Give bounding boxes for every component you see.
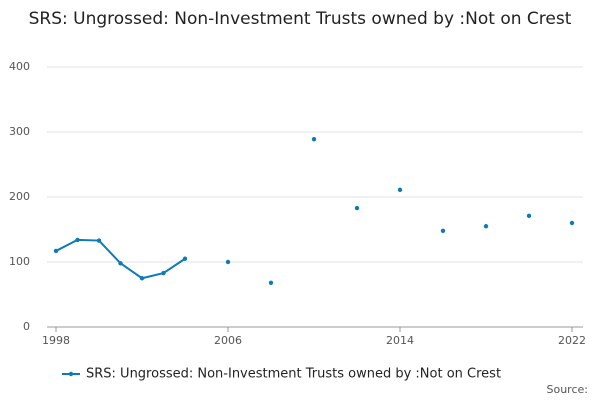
y-tick-label: 0 xyxy=(23,320,30,333)
data-point xyxy=(354,205,360,211)
data-point xyxy=(139,276,145,281)
data-point xyxy=(161,270,166,276)
y-tick-label: 200 xyxy=(9,190,30,203)
data-point xyxy=(96,238,102,243)
chart-title: SRS: Ungrossed: Non-Investment Trusts ow… xyxy=(28,9,572,29)
data-point xyxy=(311,136,317,142)
data-point xyxy=(53,248,59,254)
y-tick-label: 400 xyxy=(9,60,30,73)
x-tick-label: 2014 xyxy=(386,334,414,347)
legend-marker xyxy=(68,371,74,377)
source: Source: xyxy=(547,383,589,396)
x-tick-label: 2006 xyxy=(214,334,242,347)
series-line xyxy=(56,223,572,278)
data-point xyxy=(225,259,231,265)
y-tick-label: 100 xyxy=(9,255,30,268)
data-point xyxy=(440,228,446,233)
data-point xyxy=(182,256,188,261)
x-tick-label: 2022 xyxy=(558,334,586,347)
legend-label: SRS: Ungrossed: Non-Investment Trusts ow… xyxy=(86,367,501,382)
data-point xyxy=(75,237,80,243)
data-point xyxy=(526,213,532,219)
data-point xyxy=(397,187,403,193)
data-point xyxy=(483,224,489,229)
data-point xyxy=(569,220,575,226)
y-tick-label: 300 xyxy=(9,125,30,138)
data-point xyxy=(118,261,123,266)
data-point xyxy=(268,280,274,285)
x-tick-label: 1998 xyxy=(42,334,70,347)
